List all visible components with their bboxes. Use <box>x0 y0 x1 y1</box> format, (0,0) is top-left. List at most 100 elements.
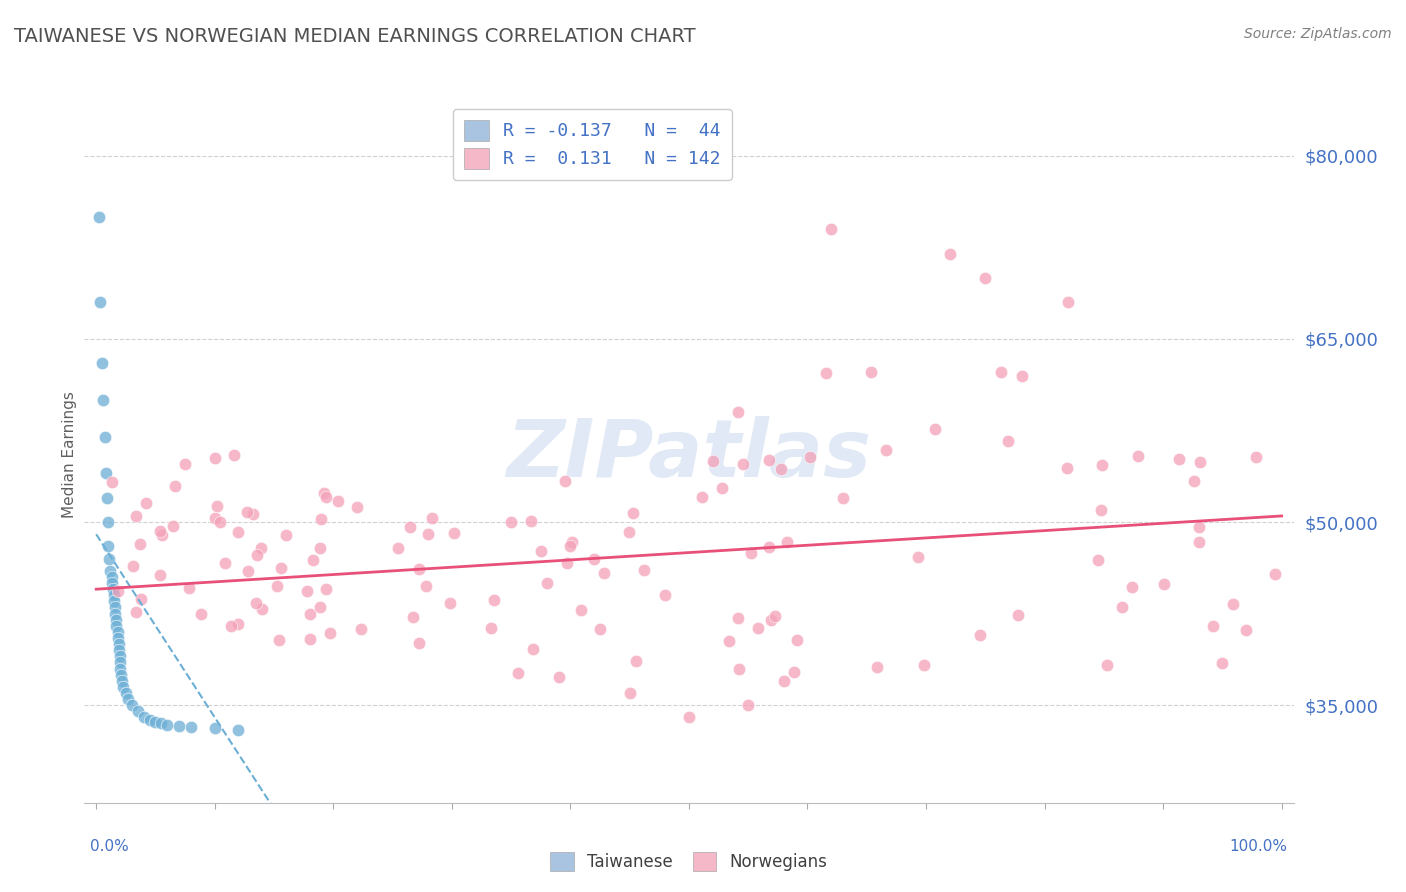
Point <box>569 603 592 617</box>
Point <box>832 491 855 505</box>
Point <box>204 511 226 525</box>
Point <box>1244 450 1267 464</box>
Point <box>633 563 655 577</box>
Point <box>91 392 114 407</box>
Point <box>1007 608 1029 623</box>
Point <box>443 526 465 541</box>
Y-axis label: Median Earnings: Median Earnings <box>62 392 77 518</box>
Point <box>270 560 292 574</box>
Point <box>415 579 437 593</box>
Point <box>501 515 523 529</box>
Point <box>554 474 576 488</box>
Point <box>108 661 131 675</box>
Point <box>103 594 125 608</box>
Point <box>309 541 332 555</box>
Point <box>1188 534 1211 549</box>
Point <box>108 656 131 670</box>
Point <box>759 613 782 627</box>
Point <box>422 511 444 525</box>
Point <box>560 540 582 554</box>
Point <box>163 478 186 492</box>
Point <box>100 570 122 584</box>
Point <box>561 534 583 549</box>
Point <box>536 576 558 591</box>
Point <box>1087 553 1109 567</box>
Text: TAIWANESE VS NORWEGIAN MEDIAN EARNINGS CORRELATION CHART: TAIWANESE VS NORWEGIAN MEDIAN EARNINGS C… <box>14 27 696 45</box>
Point <box>129 591 152 606</box>
Point <box>96 491 118 505</box>
Point <box>309 599 332 614</box>
Point <box>107 583 129 598</box>
Point <box>408 562 430 576</box>
Point <box>315 491 337 505</box>
Point <box>1153 577 1175 591</box>
Point <box>274 528 297 542</box>
Point <box>107 631 129 645</box>
Point <box>747 621 769 635</box>
Point <box>101 582 124 597</box>
Point <box>418 527 440 541</box>
Point <box>346 500 368 515</box>
Point <box>117 692 139 706</box>
Point <box>912 658 935 673</box>
Point <box>100 475 122 489</box>
Point <box>555 556 578 570</box>
Point <box>875 442 897 457</box>
Point <box>309 512 332 526</box>
Point <box>266 578 288 592</box>
Point <box>110 667 132 681</box>
Point <box>592 566 614 581</box>
Point <box>150 716 173 731</box>
Point <box>758 540 780 554</box>
Point <box>589 622 612 636</box>
Point <box>104 607 127 621</box>
Point <box>938 246 960 260</box>
Point <box>731 457 754 471</box>
Point <box>326 494 349 508</box>
Point <box>190 607 212 621</box>
Point <box>718 633 741 648</box>
Point <box>815 366 838 380</box>
Text: 0.0%: 0.0% <box>90 839 129 855</box>
Point <box>924 422 946 436</box>
Point <box>786 632 808 647</box>
Point <box>250 601 273 615</box>
Point <box>1121 580 1143 594</box>
Point <box>728 662 751 676</box>
Point <box>860 365 883 379</box>
Point <box>530 544 553 558</box>
Point <box>349 622 371 636</box>
Point <box>387 541 409 555</box>
Point <box>179 581 201 595</box>
Point <box>1056 460 1078 475</box>
Point <box>105 619 128 633</box>
Point <box>997 434 1019 448</box>
Point <box>100 564 122 578</box>
Point <box>508 665 530 680</box>
Point <box>107 643 129 657</box>
Point <box>111 673 134 688</box>
Point <box>727 404 749 418</box>
Point <box>302 553 325 567</box>
Text: 100.0%: 100.0% <box>1230 839 1288 855</box>
Point <box>439 596 461 610</box>
Point <box>205 500 228 514</box>
Point <box>1097 658 1119 673</box>
Point <box>250 541 273 556</box>
Point <box>1168 452 1191 467</box>
Point <box>772 673 794 688</box>
Point <box>125 605 148 619</box>
Point <box>758 453 780 467</box>
Point <box>246 548 269 562</box>
Point <box>402 610 425 624</box>
Point <box>214 557 236 571</box>
Point <box>132 710 155 724</box>
Point <box>617 524 640 539</box>
Point <box>1189 455 1212 469</box>
Point <box>108 649 131 664</box>
Point <box>222 448 245 462</box>
Legend: Taiwanese, Norwegians: Taiwanese, Norwegians <box>544 846 834 878</box>
Point <box>990 365 1012 379</box>
Point <box>93 429 115 443</box>
Point <box>204 450 226 465</box>
